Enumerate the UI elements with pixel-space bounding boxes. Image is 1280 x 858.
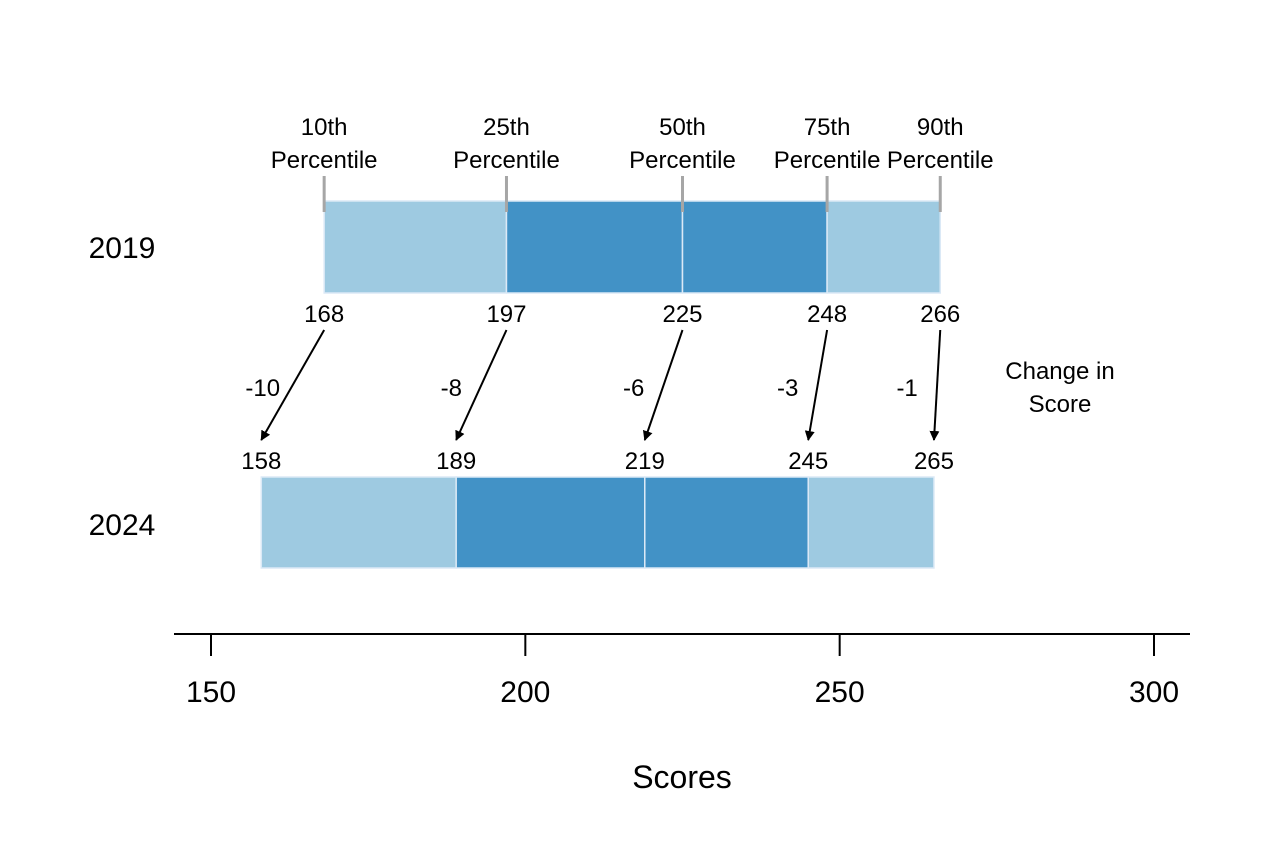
percentile-label-line2: Percentile [629,147,736,174]
change-value-label: -6 [623,375,644,402]
value-label-2024: 189 [436,448,476,475]
change-arrow [642,329,684,441]
x-axis-tick-label: 300 [1129,676,1179,709]
change-value-label: -8 [441,375,462,402]
x-axis-title: Scores [632,759,732,795]
bar-segment-2024-1 [455,476,646,569]
change-value-label: -1 [896,375,917,402]
value-label-2024: 219 [625,448,665,475]
year-label-2019: 2019 [89,232,156,265]
bar-segment-2024-0 [260,476,457,569]
bar-segment-2019-2 [681,200,828,294]
change-arrow [804,329,829,441]
value-label-2019: 266 [920,301,960,328]
value-label-2019: 225 [662,301,702,328]
change-title-line1: Change in [1005,358,1114,385]
year-label-2024: 2024 [89,509,156,542]
bar-segment-2024-2 [644,476,809,569]
percentile-label-line1: 10th [301,114,348,141]
percentile-label-line2: Percentile [887,147,994,174]
percentile-label-line2: Percentile [271,147,378,174]
percentile-label-line1: 50th [659,114,706,141]
x-axis-tick-label: 200 [500,676,550,709]
change-arrow [260,329,326,441]
value-label-2024: 158 [241,448,281,475]
percentile-label-line2: Percentile [774,147,881,174]
value-label-2019: 248 [807,301,847,328]
change-value-label: -10 [245,375,280,402]
bar-segment-2019-1 [505,200,684,294]
percentile-label-line1: 25th [483,114,530,141]
change-arrow [455,329,508,441]
percentile-label-line2: Percentile [453,147,560,174]
bar-segment-2024-3 [807,476,935,569]
percentile-label-line1: 75th [804,114,851,141]
bar-segment-2019-0 [323,200,508,294]
value-label-2024: 265 [914,448,954,475]
value-label-2019: 168 [304,301,344,328]
change-title-line2: Score [1029,391,1092,418]
value-label-2019: 197 [486,301,526,328]
percentile-label-line1: 90th [917,114,964,141]
change-value-label: -3 [777,375,798,402]
x-axis-tick-label: 250 [815,676,865,709]
change-arrow [929,329,942,441]
value-label-2024: 245 [788,448,828,475]
bar-segment-2019-3 [826,200,942,294]
x-axis-tick-label: 150 [186,676,236,709]
